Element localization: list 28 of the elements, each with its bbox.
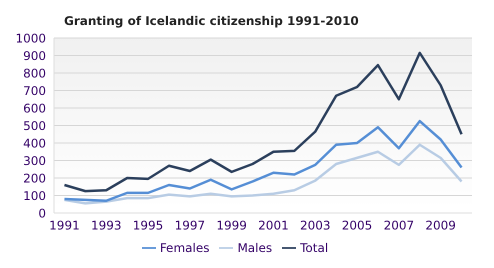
legend-label: Total <box>300 241 328 255</box>
y-tick-label: 800 <box>23 66 46 80</box>
chart-title: Granting of Icelandic citizenship 1991-2010 <box>64 14 359 28</box>
y-tick-label: 1000 <box>15 31 46 46</box>
x-tick-label: 1997 <box>174 218 206 233</box>
y-tick-label: 200 <box>23 171 46 186</box>
y-tick-label: 400 <box>23 136 46 150</box>
y-tick-label: 0 <box>38 206 46 220</box>
legend-label: Males <box>237 241 272 255</box>
y-tick-label: 500 <box>23 118 46 133</box>
x-tick-label: 1993 <box>90 218 122 233</box>
x-tick-label: 1991 <box>49 218 80 233</box>
legend-label: Females <box>160 241 210 255</box>
line-series <box>63 144 463 205</box>
x-tick-label: 1995 <box>132 218 164 233</box>
y-tick-label: 100 <box>23 188 46 203</box>
x-tick-label: 2005 <box>342 218 372 233</box>
line-series <box>63 52 463 192</box>
y-tick-label: 300 <box>23 154 46 168</box>
y-tick-label: 600 <box>23 101 46 116</box>
x-tick-label: 2001 <box>258 218 289 233</box>
line-series <box>63 120 463 202</box>
x-tick-label: 2009 <box>425 218 456 233</box>
x-tick-label: 1999 <box>216 218 247 233</box>
y-tick-label: 900 <box>23 48 46 63</box>
x-tick-label: 2007 <box>384 218 414 233</box>
y-tick-label: 700 <box>23 84 46 98</box>
x-tick-label: 2003 <box>300 218 331 233</box>
